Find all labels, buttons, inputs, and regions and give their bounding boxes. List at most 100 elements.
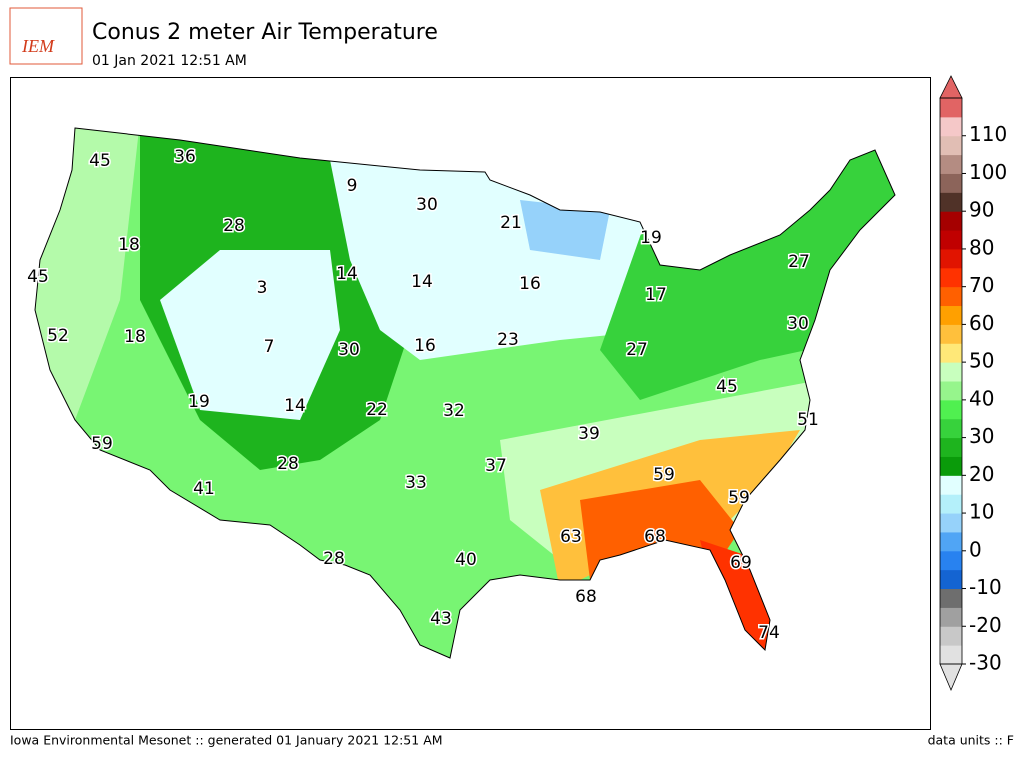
temperature-label: 68 bbox=[575, 587, 597, 607]
temperature-label: 51 bbox=[797, 410, 819, 430]
colorbar-segment bbox=[940, 418, 962, 439]
temperature-label: 22 bbox=[366, 400, 388, 420]
colorbar-segment bbox=[940, 324, 962, 344]
temperature-label: 30 bbox=[416, 195, 438, 215]
temperature-label: 16 bbox=[519, 274, 541, 294]
temperature-label: 30 bbox=[338, 340, 360, 360]
temperature-label: 69 bbox=[730, 553, 752, 573]
colorbar-segment bbox=[940, 211, 962, 231]
colorbar-segment bbox=[940, 626, 962, 646]
colorbar-tick-label: 10 bbox=[969, 500, 994, 524]
colorbar-tick-label: 50 bbox=[969, 349, 994, 373]
temperature-label: 32 bbox=[443, 401, 465, 421]
temperature-label: 19 bbox=[640, 228, 662, 248]
temperature-label: 19 bbox=[188, 392, 210, 412]
colorbar-segment bbox=[940, 381, 962, 401]
colorbar-segment bbox=[940, 513, 962, 533]
temperature-label: 59 bbox=[91, 434, 113, 454]
colorbar-tick-label: 20 bbox=[969, 462, 994, 486]
temperature-label: 74 bbox=[758, 623, 780, 643]
colorbar-border bbox=[939, 97, 963, 665]
colorbar-segment bbox=[940, 230, 962, 250]
colorbar-segment bbox=[940, 588, 962, 608]
temperature-label: 28 bbox=[323, 549, 345, 569]
temperature-label: 33 bbox=[405, 473, 427, 493]
colorbar-tick-label: 110 bbox=[969, 122, 1007, 146]
colorbar-segment bbox=[940, 192, 962, 212]
field-florida bbox=[700, 540, 790, 658]
colorbar-segment bbox=[940, 305, 962, 325]
colorbar-segment bbox=[940, 135, 962, 156]
colorbar-tick-label: 90 bbox=[969, 198, 994, 222]
temperature-label: 14 bbox=[336, 264, 358, 284]
colorbar-segment bbox=[940, 248, 962, 269]
colorbar-tick-label: -10 bbox=[969, 575, 1002, 599]
temperature-label: 52 bbox=[47, 326, 69, 346]
colorbar-segment bbox=[940, 399, 962, 420]
colorbar-tick-label: 0 bbox=[969, 537, 982, 561]
temperature-label: 14 bbox=[411, 272, 433, 292]
footer-right: data units :: F bbox=[928, 733, 1014, 748]
temperature-label: 7 bbox=[264, 337, 275, 357]
colorbar-segment bbox=[940, 116, 962, 137]
colorbar-segment bbox=[940, 154, 962, 174]
colorbar-segment bbox=[940, 437, 962, 457]
temperature-label: 43 bbox=[430, 609, 452, 629]
temperature-label: 18 bbox=[118, 235, 140, 255]
colorbar-tick-label: -20 bbox=[969, 613, 1002, 637]
temperature-label: 39 bbox=[578, 424, 600, 444]
colorbar-segment bbox=[940, 286, 962, 307]
colorbar-tick-label: -30 bbox=[969, 651, 1002, 675]
colorbar-tick-label: 40 bbox=[969, 386, 994, 410]
colorbar-tick-label: 80 bbox=[969, 235, 994, 259]
temperature-label: 63 bbox=[560, 527, 582, 547]
temperature-label: 36 bbox=[174, 147, 196, 167]
colorbar-segment bbox=[940, 607, 962, 627]
temperature-label: 27 bbox=[788, 252, 810, 272]
colorbar-segment bbox=[940, 456, 962, 476]
temperature-label: 9 bbox=[347, 176, 358, 196]
temperature-label: 30 bbox=[787, 314, 809, 334]
colorbar-segment bbox=[940, 645, 962, 665]
colorbar-tick-label: 100 bbox=[969, 160, 1007, 184]
temperature-label: 18 bbox=[124, 327, 146, 347]
colorbar-tick-label: 60 bbox=[969, 311, 994, 335]
temperature-label: 59 bbox=[728, 488, 750, 508]
colorbar-tick-label: 70 bbox=[969, 273, 994, 297]
temperature-labels: 45 36 9 30 21 19 28 18 45 14 14 16 3 27 17 52 18 7 30 16 23 2… bbox=[26, 146, 821, 645]
temperature-label: 17 bbox=[645, 285, 667, 305]
logo: IEM bbox=[9, 7, 83, 65]
temperature-label: 28 bbox=[277, 454, 299, 474]
footer-left: Iowa Environmental Mesonet :: generated … bbox=[10, 733, 443, 748]
colorbar-segment bbox=[940, 362, 962, 382]
temperature-label: 45 bbox=[716, 377, 738, 397]
temperature-label: 3 bbox=[257, 278, 268, 298]
temperature-label: 37 bbox=[485, 456, 507, 476]
temperature-label: 40 bbox=[455, 550, 477, 570]
colorbar-segment bbox=[940, 343, 962, 363]
field-basin bbox=[160, 250, 340, 420]
colorbar-segment bbox=[940, 267, 962, 288]
field-cold bbox=[520, 200, 610, 260]
logo-box bbox=[9, 7, 83, 65]
temperature-label: 45 bbox=[89, 151, 111, 171]
colorbar: -30 -20 -10 0 10 20 30 40 50 60 70 80 90 100 110 bbox=[939, 75, 1007, 692]
colorbar-segment bbox=[940, 494, 962, 514]
temperature-label: 59 bbox=[653, 465, 675, 485]
temperature-label: 21 bbox=[500, 213, 522, 233]
logo-text: IEM bbox=[21, 36, 55, 56]
title: Conus 2 meter Air Temperature bbox=[92, 20, 438, 45]
colorbar-segment bbox=[940, 550, 962, 571]
colorbar-arrow-high bbox=[939, 75, 963, 99]
temperature-label: 16 bbox=[414, 336, 436, 356]
colorbar-segment bbox=[940, 569, 962, 590]
colorbar-segment bbox=[940, 98, 962, 118]
colorbar-segment bbox=[940, 531, 962, 552]
colorbar-arrow-low bbox=[939, 663, 963, 692]
temperature-label: 28 bbox=[223, 216, 245, 236]
temperature-label: 23 bbox=[497, 330, 519, 350]
subtitle: 01 Jan 2021 12:51 AM bbox=[92, 53, 247, 69]
temperature-label: 41 bbox=[193, 479, 215, 499]
